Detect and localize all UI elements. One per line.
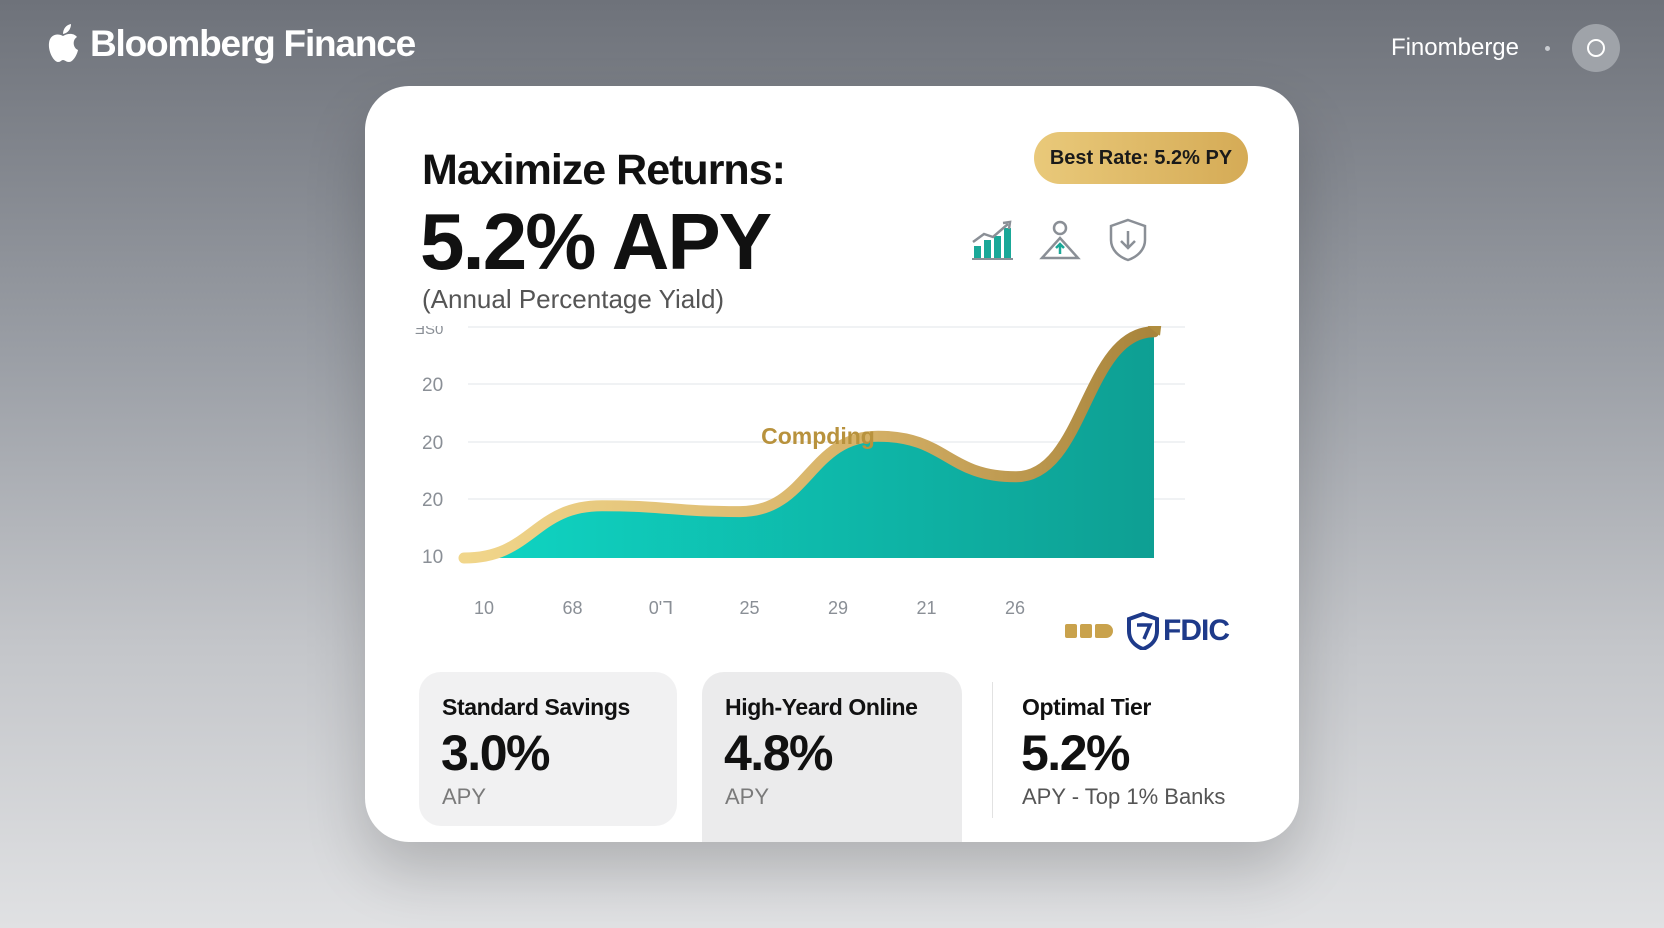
tier-note: APY - Top 1% Banks [1022,784,1226,809]
circle-icon [1587,39,1605,57]
tier-note: APY [725,784,770,809]
user-menu[interactable]: Finomberge [1391,24,1620,72]
y-tick-label: 20 [422,433,443,454]
tier-rate: 3.0% [441,725,550,781]
card-title: Maximize Returns: [422,146,786,194]
apple-logo-icon [48,24,78,62]
x-tick-label: 10 [474,598,494,618]
feature-icons [968,216,1152,264]
tier-name: Standard Savings [442,694,630,720]
x-tick-label: 0'ᒣ [649,598,673,618]
y-tick-label: 10 [422,547,443,568]
chart-area-series [464,331,1154,558]
y-axis-ticks: ƎS0 20 20 20 10 [415,326,443,568]
brand-name: Bloomberg Finance [90,23,416,64]
tier-name: Optimal Tier [1022,694,1151,720]
rate-card: Maximize Returns: 5.2% APY (Annual Perce… [365,86,1299,842]
person-growth-icon[interactable] [1036,216,1084,264]
x-axis-ticks: 10 68 0'ᒣ 25 29 21 26 [474,598,1025,618]
fdic-badge: FDIC [1065,612,1230,650]
avatar[interactable] [1572,24,1620,72]
chart-annotation: Compding [761,423,875,449]
y-tick-label: 20 [422,375,443,396]
separator-dot [1545,45,1550,51]
x-tick-label: 21 [916,598,936,618]
tier-note: APY [442,784,487,809]
y-tick-label: ƎS0 [415,326,443,338]
brand[interactable]: Bloomberg Finance [46,22,416,66]
x-tick-label: 29 [828,598,848,618]
tier-high-yield-online[interactable]: High-Yeard Online 4.8% APY [702,672,962,842]
best-rate-badge[interactable]: Best Rate: 5.2% PY [1034,132,1248,184]
x-tick-label: 25 [739,598,759,618]
chart-line-series [458,326,1160,564]
headline-rate: 5.2% APY [420,197,772,286]
x-tick-label: 26 [1005,598,1025,618]
tier-standard-savings[interactable]: Standard Savings 3.0% APY [419,672,677,826]
fdic-label: FDIC [1163,614,1230,647]
tier-rate: 4.8% [724,725,833,781]
headline-subtitle: (Annual Percentage Yiald) [422,284,725,314]
rate-tiers: Standard Savings 3.0% APY High-Yeard Onl… [419,672,1249,842]
tier-optimal[interactable]: Optimal Tier 5.2% APY - Top 1% Banks [992,682,1250,818]
growth-chart-icon[interactable] [968,216,1016,264]
tier-name: High-Yeard Online [725,694,918,720]
trend-arrow-icon [1147,326,1162,336]
gold-bars-icon [1065,624,1113,638]
x-tick-label: 68 [562,598,582,618]
shield-download-icon[interactable] [1104,216,1152,264]
top-bar: Bloomberg Finance Finomberge [0,0,1664,96]
tier-rate: 5.2% [1021,725,1130,781]
fdic-shield-icon [1127,612,1159,650]
user-name: Finomberge [1390,34,1519,61]
y-tick-label: 20 [422,490,443,511]
returns-chart: ƎS0 20 20 20 10 10 68 0'ᒣ 25 29 21 26 Compding [415,326,1185,618]
